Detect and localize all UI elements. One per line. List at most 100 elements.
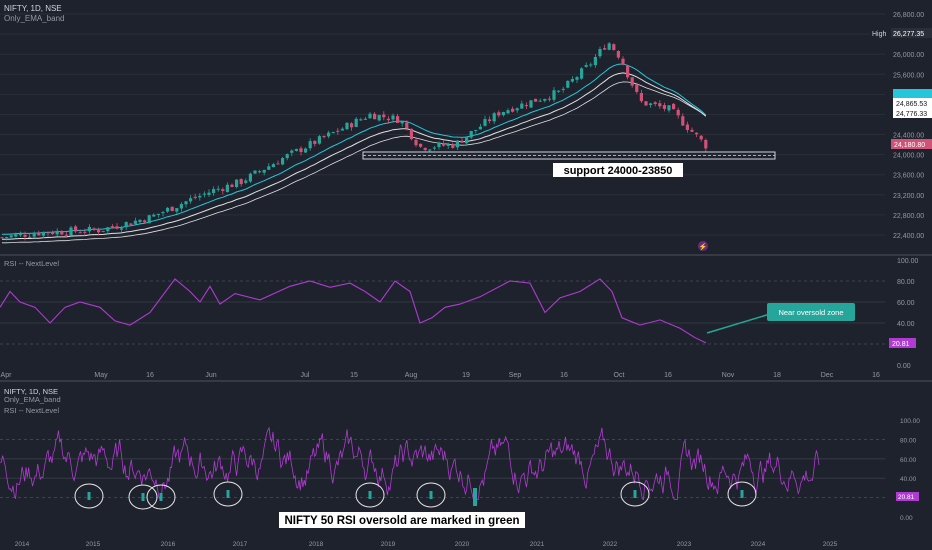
candle-up [202,193,206,195]
long-tick-label: 80.00 [900,437,917,444]
candle-up [566,80,570,88]
candle-down [0,237,4,239]
candle-up [184,201,188,205]
candle-up [258,171,262,173]
long-rsi-title: RSI -- NextLevel [4,406,59,415]
year-label: 2020 [455,541,470,548]
candle-up [308,141,312,149]
candle-up [501,112,505,116]
month-label: 16 [664,372,672,379]
price-tick-label: 23,600.00 [893,173,924,180]
candle-up [474,129,478,131]
month-label: Aug [405,372,418,379]
callout-text: Near oversold zone [778,308,843,317]
candle-up [570,79,574,82]
candle-down [396,116,400,123]
candle-up [271,164,275,168]
candle-down [626,65,630,78]
candle-down [676,109,680,116]
month-label: Sep [509,372,522,379]
candle-up [359,119,363,121]
candle-up [368,113,372,119]
price-tick-label: 26,000.00 [893,52,924,59]
year-label: 2022 [603,541,618,548]
candle-up [175,208,179,212]
oversold-circle [355,482,385,508]
candle-down [524,105,528,107]
candle-up [179,204,183,209]
last-price: 24,180.80 [894,142,925,149]
candle-up [5,237,9,239]
candle-up [156,213,160,215]
oversold-green-marker [87,492,91,500]
oversold-green-marker [368,491,372,499]
year-label: 2019 [381,541,396,548]
year-label: 2024 [751,541,766,548]
candle-down [230,184,234,188]
candle-down [405,122,409,129]
candle-down [83,231,87,233]
support-label-box [553,163,683,177]
candle-down [97,230,101,233]
candle-down [92,228,96,230]
time-axis: Apr May 16 Jun Jul 15 Aug 19 Sep 16 Oct 16 Nov 18 Dec 1… [1,372,880,379]
price-gridlines [0,13,885,236]
rsi-tick-label: 0.00 [897,363,911,370]
candle-up [327,132,331,137]
candle-up [552,90,556,100]
price-panel: 26,800.0026,400.0026,000.0025,600.0025,2… [0,0,932,255]
candle-down [60,231,64,235]
caption-box [279,512,525,528]
candle-up [152,214,156,217]
candle-down [115,226,119,229]
month-label: 19 [462,372,470,379]
long-rsi-line [0,426,820,501]
candle-down [313,140,317,144]
candle-down [672,103,676,110]
month-label: Oct [614,372,625,379]
candle-up [607,43,611,50]
candle-down [639,93,643,102]
candle-up [18,233,22,236]
candle-down [547,98,551,100]
high-value-box [891,28,932,38]
candle-down [193,196,197,199]
long-tick-label: 0.00 [900,515,913,522]
candle-down [460,140,464,143]
price-tick-label: 22,800.00 [893,213,924,220]
month-label: Apr [1,372,13,379]
candle-down [603,48,607,50]
candle-up [198,195,202,198]
candle-up [120,228,124,230]
candle-up [41,231,45,236]
candle-up [446,144,450,146]
oversold-circle [128,484,158,510]
candle-down [644,101,648,106]
lightning-icon[interactable] [698,241,708,251]
month-label: 16 [872,372,880,379]
candle-up [55,230,59,235]
candle-up [469,131,473,138]
caption-text: NIFTY 50 RSI oversold are marked in gree… [285,515,520,527]
rsi-tick-label: 80.00 [897,279,915,286]
candle-up [363,118,367,120]
month-label: 16 [560,372,568,379]
candle-up [593,56,597,66]
candle-up [340,128,344,131]
candle-down [451,144,455,148]
rsi-value-box [889,338,916,348]
oversold-green-marker [141,493,145,501]
candle-up [285,154,289,159]
candle-down [419,143,423,147]
candle-down [382,114,386,118]
candle-up [428,149,432,151]
candle-down [373,113,377,120]
long-rsi-value-box [896,492,919,501]
rsi-tick-label: 100.00 [897,258,919,265]
candle-up [32,233,36,237]
candle-down [658,103,662,107]
candle-down [299,148,303,153]
candle-down [704,139,708,149]
oversold-green-marker [429,491,433,499]
candle-up [557,90,561,92]
